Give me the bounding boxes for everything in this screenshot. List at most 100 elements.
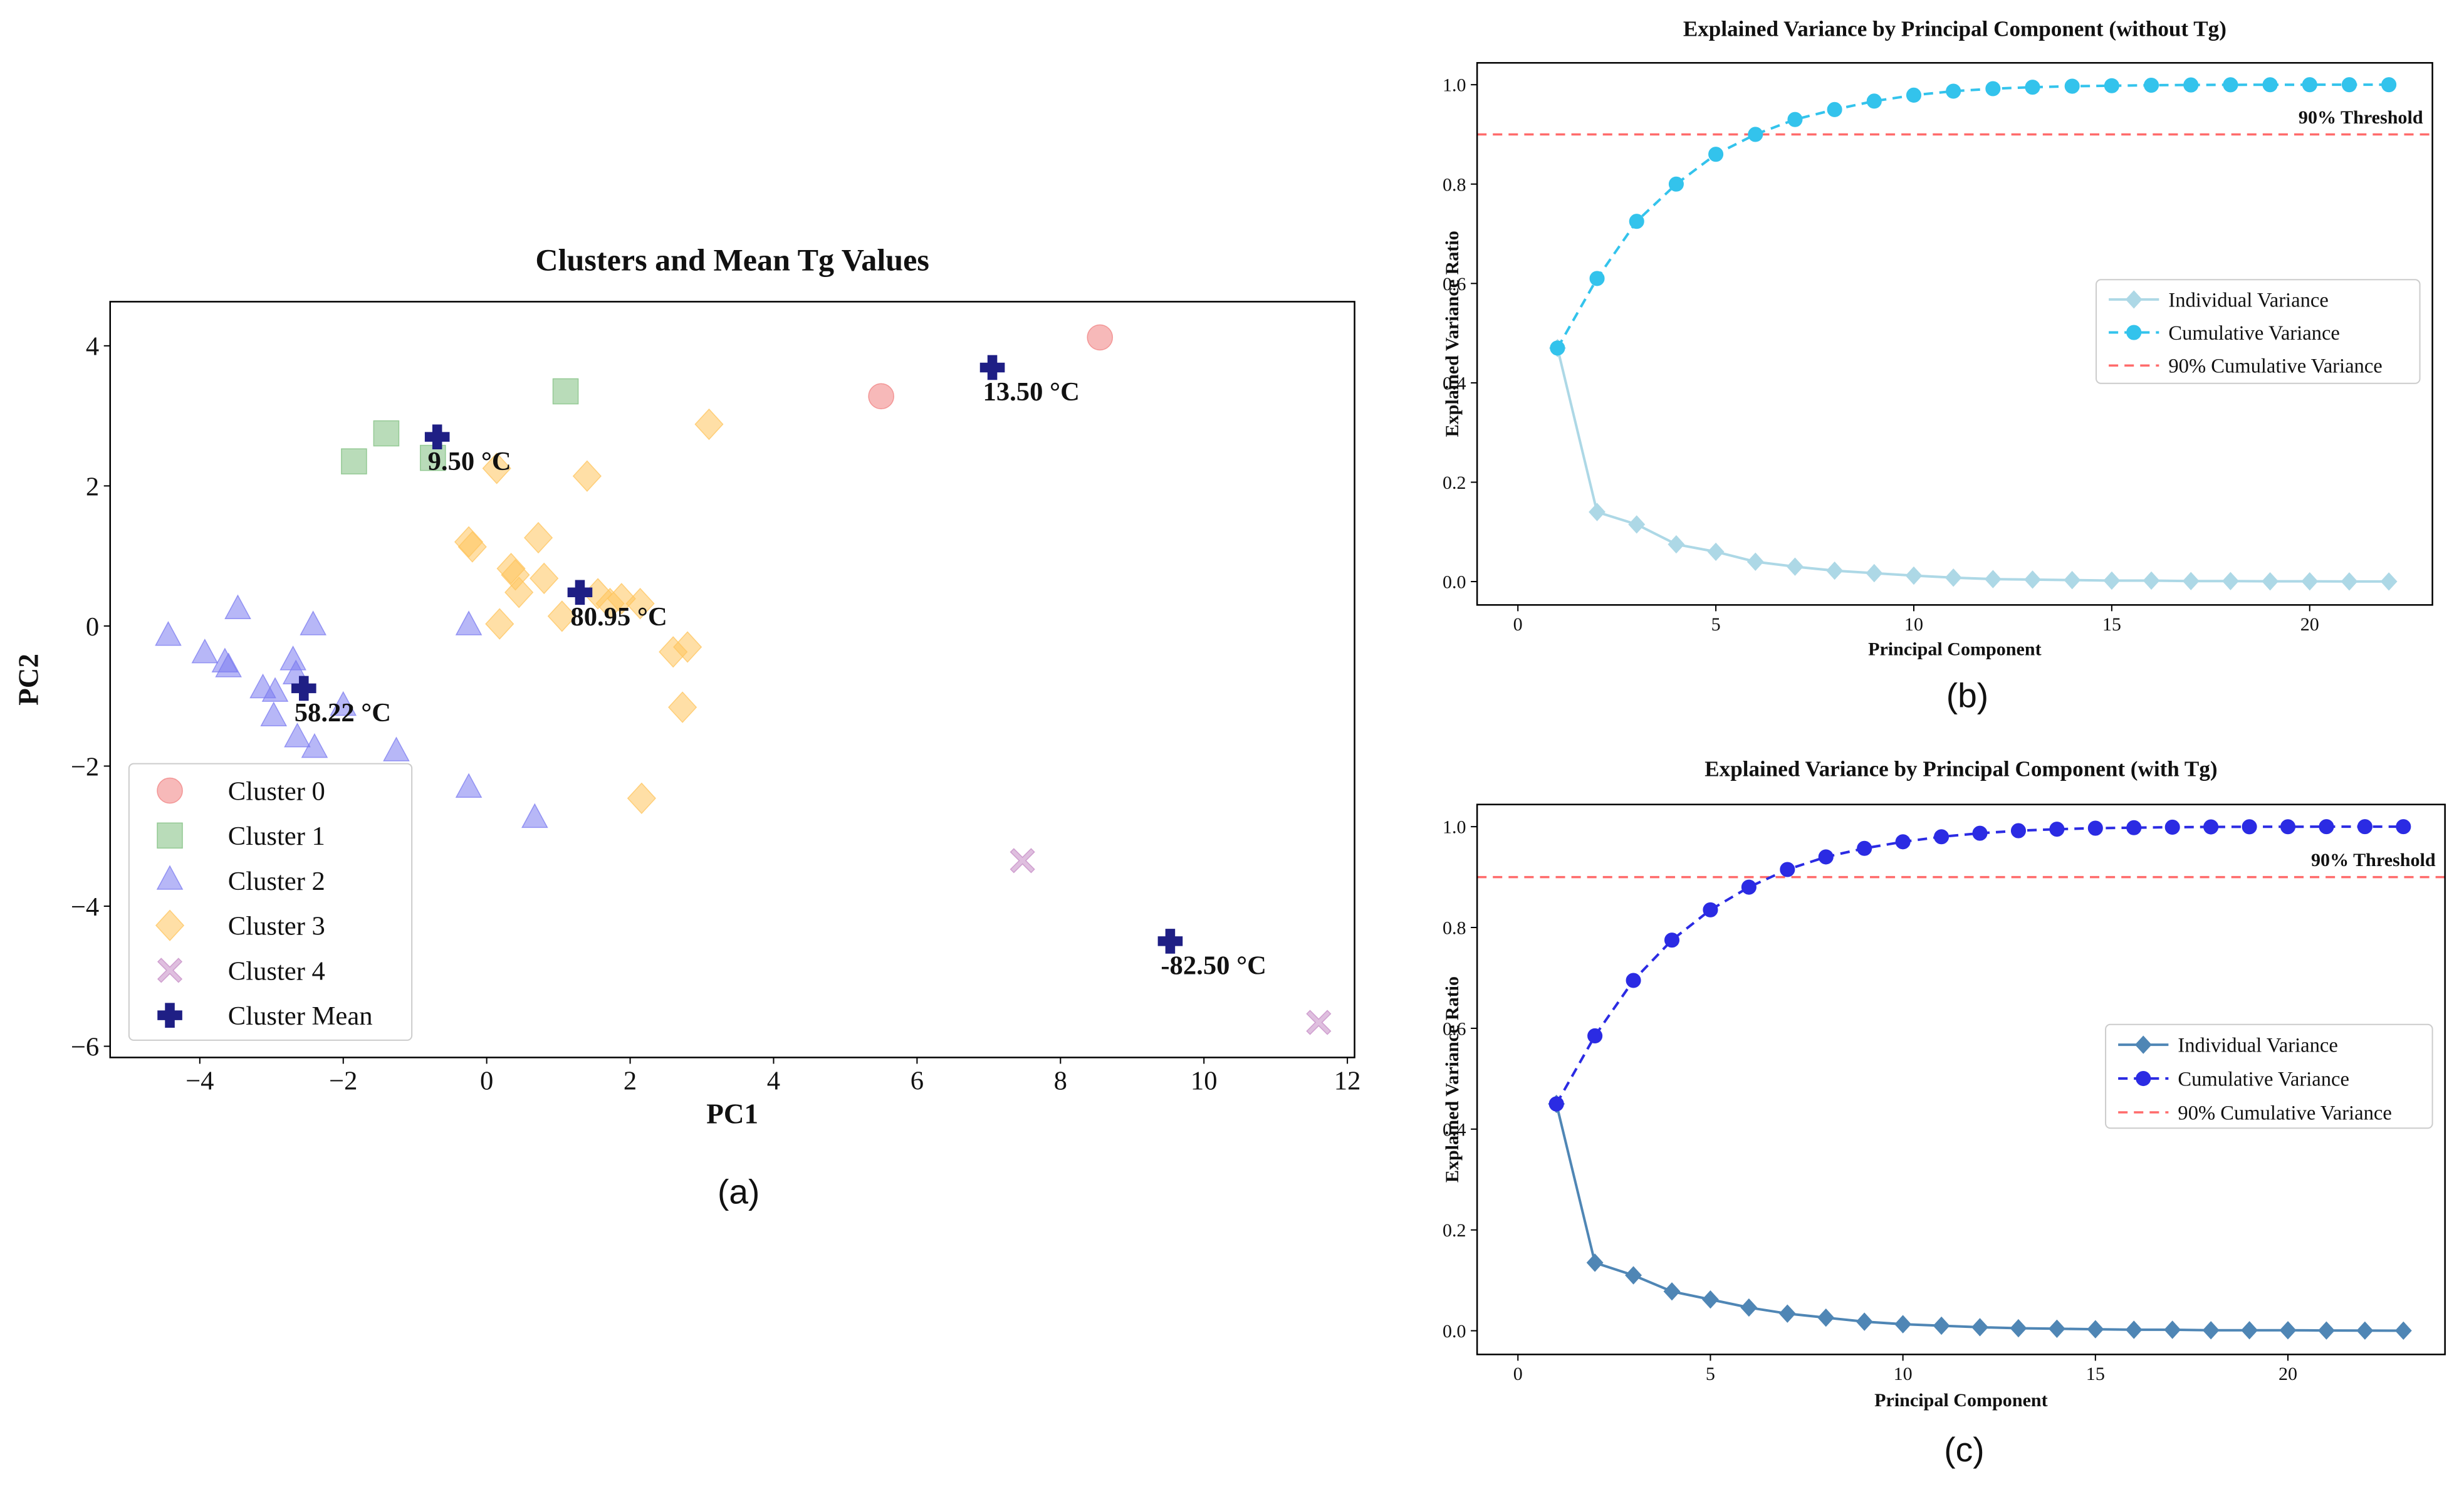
scatter-point [191,638,219,664]
scatter-point [485,608,514,640]
scatter-point [521,803,548,828]
scatter-point [668,691,697,723]
series-point [2301,572,2319,591]
legend-marker [2134,1035,2152,1054]
scatter-point [552,378,579,405]
x-tick-label: 15 [2102,614,2121,635]
x-tick-label: 5 [1706,1363,1715,1384]
series-point [2087,820,2103,836]
series-point [2104,78,2119,93]
scatter-point [572,460,602,492]
legend-marker [157,777,183,804]
y-tick-label: −6 [71,1032,99,1062]
scatter-point [530,562,559,595]
series-point [2183,77,2199,93]
y-axis-label: PC2 [13,654,44,706]
y-tick-label: 0.8 [1443,917,1466,939]
x-tick-label: 4 [767,1067,780,1096]
legend-label: Individual Variance [2178,1035,2337,1057]
series-point [2262,572,2279,591]
scatter-point [868,383,894,410]
legend-label: Cluster 2 [228,867,325,896]
scatter-point [301,733,328,758]
legend-label: Cluster 1 [228,822,325,851]
scatter-point [455,773,483,798]
series-point [1586,1253,1604,1272]
scatter-point [383,736,410,761]
legend-marker [157,958,183,983]
chart-title: Clusters and Mean Tg Values [535,242,929,277]
x-tick-label: 2 [624,1067,637,1096]
series-point [2049,822,2065,837]
series-point [1906,87,1922,103]
y-axis-label: Explained Variance Ratio [1441,231,1463,437]
y-tick-label: 1.0 [1443,75,1466,96]
scatter-point [673,631,702,663]
series-point [2318,1321,2335,1340]
scatter-point [694,408,724,441]
threshold-text: 90% Threshold [2311,849,2436,870]
series-point [2242,819,2257,835]
scatter-point [224,594,251,620]
legend-label: Individual Variance [2168,289,2328,311]
x-tick-label: 0 [480,1067,493,1096]
series-point [2064,571,2081,590]
chart-panel: Clusters and Mean Tg Values PC1 PC2 (a) −4 −2… [13,242,1360,1211]
x-tick-label: 0 [1513,614,1523,635]
series-point [1589,503,1606,521]
scatter-point [300,610,326,635]
series-point [1664,932,1680,948]
annotation: 13.50 °C [983,377,1080,407]
series-point [1945,568,1962,587]
annotation: -82.50 °C [1161,951,1266,981]
scatter-point [1306,1010,1332,1035]
y-tick-label: −4 [71,892,99,922]
series-point [1663,1282,1681,1301]
y-tick-label: 0.2 [1443,472,1466,493]
series-line [1556,83,2389,349]
series-point [1866,563,1883,583]
series-point [1827,102,1842,117]
series-point [1787,557,1804,576]
chart-title: Explained Variance by Principal Componen… [1704,757,2217,781]
series-point [1548,1096,1564,1112]
panel-caption: (a) [718,1173,760,1211]
legend-label: Cluster 3 [228,912,325,941]
y-tick-label: 0.0 [1443,1320,1466,1342]
scatter-point [979,355,1005,380]
y-tick-label: 4 [86,332,99,362]
series-point [1748,127,1763,142]
legend-label: Cluster 0 [228,777,325,807]
series-point [2182,572,2200,590]
chart-panel: Explained Variance by Principal Componen… [1441,757,2446,1469]
series-point [2221,572,2239,590]
scatter-point [627,782,656,815]
y-tick-label: 0 [86,612,99,642]
scatter-point [373,420,400,447]
series-point [1856,1312,1873,1331]
series-point [2319,819,2334,835]
series-point [2241,1321,2258,1340]
annotation: 58.22 °C [295,698,391,728]
series-point [1741,879,1757,895]
series-point [1780,862,1795,877]
series-point [2203,819,2219,835]
x-axis-label: Principal Component [1874,1389,2048,1411]
legend-label: 90% Cumulative Variance [2168,355,2382,378]
scatter-point [420,444,446,471]
series-point [2126,820,2142,835]
series-point [2279,1321,2297,1340]
scatter-point [457,531,487,563]
legend-marker [2126,325,2142,340]
scatter-point [215,652,242,677]
series-point [1628,515,1646,534]
x-tick-label: 5 [1711,614,1721,635]
series-point [2010,1319,2027,1338]
series-point [1625,1266,1642,1285]
x-tick-label: 10 [1191,1067,1218,1096]
series-point [1984,570,2002,588]
y-tick-label: 2 [86,472,99,501]
series-point [1866,93,1882,109]
scatter-point [567,580,593,605]
